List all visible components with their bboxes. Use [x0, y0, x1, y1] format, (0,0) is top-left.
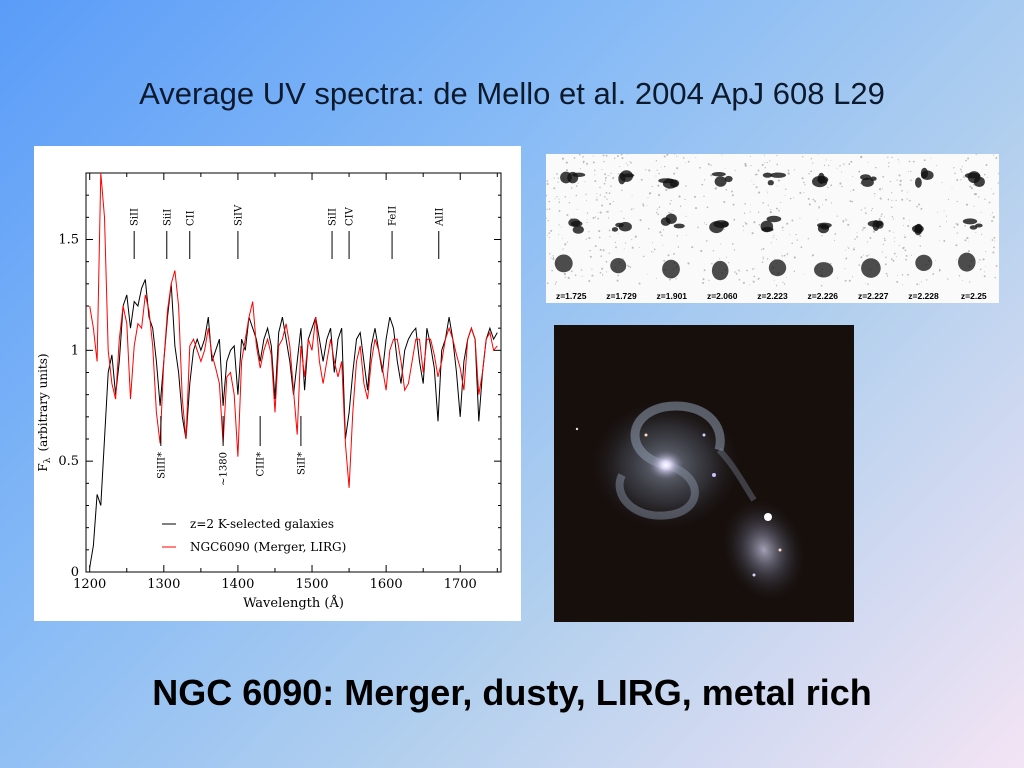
montage-galaxy: [814, 262, 834, 278]
x-tick-label: 1500: [295, 577, 328, 592]
line-label-bottom: SiIII*: [156, 452, 167, 479]
x-tick-label: 1400: [221, 577, 254, 592]
montage-redshift-label: z=2.060: [707, 291, 738, 301]
montage-galaxy: [572, 172, 586, 177]
montage-galaxy: [611, 227, 619, 232]
montage-galaxy: [969, 225, 978, 230]
svg-text:Fλ(arbitrary units): Fλ (arbitrary units): [36, 353, 53, 471]
legend-label: z=2 K-selected galaxies: [190, 517, 334, 531]
montage-galaxy: [967, 171, 981, 184]
line-label-top: CII: [185, 210, 196, 226]
y-axis-label-rest: (arbitrary units): [36, 353, 50, 451]
montage-galaxy: [915, 254, 933, 271]
montage-galaxy: [920, 167, 928, 179]
y-tick-label: 1: [71, 343, 79, 358]
annotation-layer: SiII SiiI CII SiIV SiII CIV FeII AlII SiIII* ~138…: [130, 204, 446, 486]
montage-galaxy: [662, 259, 680, 279]
montage-galaxy: [861, 177, 874, 187]
montage-galaxy: [724, 175, 733, 183]
line-label-bottom: SiII*: [296, 452, 307, 475]
series-line-1: [89, 172, 498, 488]
montage-galaxy: [714, 176, 727, 187]
y-axis-label: Fλ (arbitrary units): [36, 353, 53, 471]
slide-footer-caption: NGC 6090: Merger, dusty, LIRG, metal ric…: [152, 672, 872, 713]
montage-galaxy: [711, 260, 729, 281]
montage-galaxy: [914, 224, 922, 236]
montage-galaxy: [618, 172, 626, 185]
y-axis-label-main: F: [36, 463, 50, 471]
montage-redshift-label: z=1.725: [556, 291, 587, 301]
x-tick-label: 1600: [370, 577, 403, 592]
line-label-top: AlII: [434, 208, 445, 227]
line-label-bottom: ~1380: [219, 452, 230, 486]
montage-galaxy: [568, 218, 581, 227]
line-label-bottom: CIII*: [256, 452, 267, 477]
x-tick-label: 1700: [444, 577, 477, 592]
montage-redshift-label: z=1.729: [606, 291, 637, 301]
montage-galaxy: [820, 225, 830, 230]
montage-redshift-label: z=2.228: [908, 291, 939, 301]
montage-galaxy: [554, 254, 573, 273]
montage-redshift-label: z=2.227: [858, 291, 889, 301]
series-layer: [89, 172, 498, 568]
montage-redshift-label: z=2.25: [961, 291, 987, 301]
montage-galaxy: [860, 174, 871, 181]
montage-galaxy: [560, 171, 572, 184]
montage-galaxy: [610, 258, 627, 274]
line-label-top: CIV: [345, 206, 356, 226]
ticks-layer: 1200 1300 1400 1500 1600 1700 0 0.5 1 1.5: [58, 173, 501, 592]
montage-redshift-label: z=2.226: [808, 291, 839, 301]
montage-galaxy: [720, 221, 729, 228]
montage-galaxy: [958, 252, 976, 272]
y-tick-label: 0.5: [58, 454, 79, 469]
montage-galaxy: [572, 225, 584, 234]
montage-redshift-label: z=1.901: [657, 291, 688, 301]
montage-galaxy: [770, 172, 786, 178]
montage-galaxy: [766, 215, 782, 223]
montage-galaxy: [768, 259, 787, 277]
montage-galaxy: [615, 222, 624, 228]
montage-galaxy: [658, 178, 674, 184]
line-label-top: SiII: [328, 208, 339, 226]
montage-svg: z=1.725 z=1.729 z=1.901 z=2.060 z=2.223 z=2.2…: [545, 153, 1000, 301]
spectrum-chart-svg: 1200 1300 1400 1500 1600 1700 0 0.5 1 1.5 SiII Sii…: [36, 172, 502, 611]
galaxy-photo-svg: [554, 325, 854, 622]
legend-label: NGC6090 (Merger, LIRG): [190, 540, 346, 554]
montage-galaxy: [711, 172, 726, 177]
ngc6090-galaxy-photo: [554, 325, 854, 622]
line-label-top: SiIV: [233, 204, 244, 226]
y-axis-label-sub: λ: [43, 457, 53, 463]
montage-redshift-label: z=2.223: [757, 291, 788, 301]
slide-title: Average UV spectra: de Mello et al. 2004…: [139, 76, 885, 111]
line-label-top: SiiI: [162, 209, 173, 226]
montage-galaxy: [622, 173, 635, 178]
montage-galaxy: [962, 218, 978, 225]
montage-galaxy: [817, 172, 825, 184]
line-label-top: SiII: [130, 208, 141, 226]
x-tick-label: 1200: [73, 577, 106, 592]
montage-galaxy: [975, 223, 983, 228]
line-label-top: FeII: [388, 206, 399, 226]
galaxy-montage-image: z=1.725 z=1.729 z=1.901 z=2.060 z=2.223 z=2.2…: [545, 153, 1000, 303]
y-tick-label: 0: [71, 565, 79, 580]
y-tick-label: 1.5: [58, 233, 79, 248]
montage-galaxy: [872, 220, 880, 231]
montage-galaxy: [915, 177, 922, 188]
montage-galaxy: [861, 258, 881, 278]
montage-galaxy: [660, 217, 671, 226]
montage-galaxy: [709, 221, 724, 234]
montage-galaxy: [762, 172, 773, 178]
montage-galaxy: [767, 180, 774, 186]
spectrum-chart: 1200 1300 1400 1500 1600 1700 0 0.5 1 1.5 SiII Sii…: [34, 146, 521, 621]
x-tick-label: 1300: [147, 577, 180, 592]
montage-galaxy: [673, 223, 685, 229]
montage-galaxy: [760, 220, 774, 233]
chart-legend: z=2 K-selected galaxies NGC6090 (Merger, …: [162, 517, 346, 554]
x-axis-label: Wavelength (Å): [243, 595, 344, 611]
